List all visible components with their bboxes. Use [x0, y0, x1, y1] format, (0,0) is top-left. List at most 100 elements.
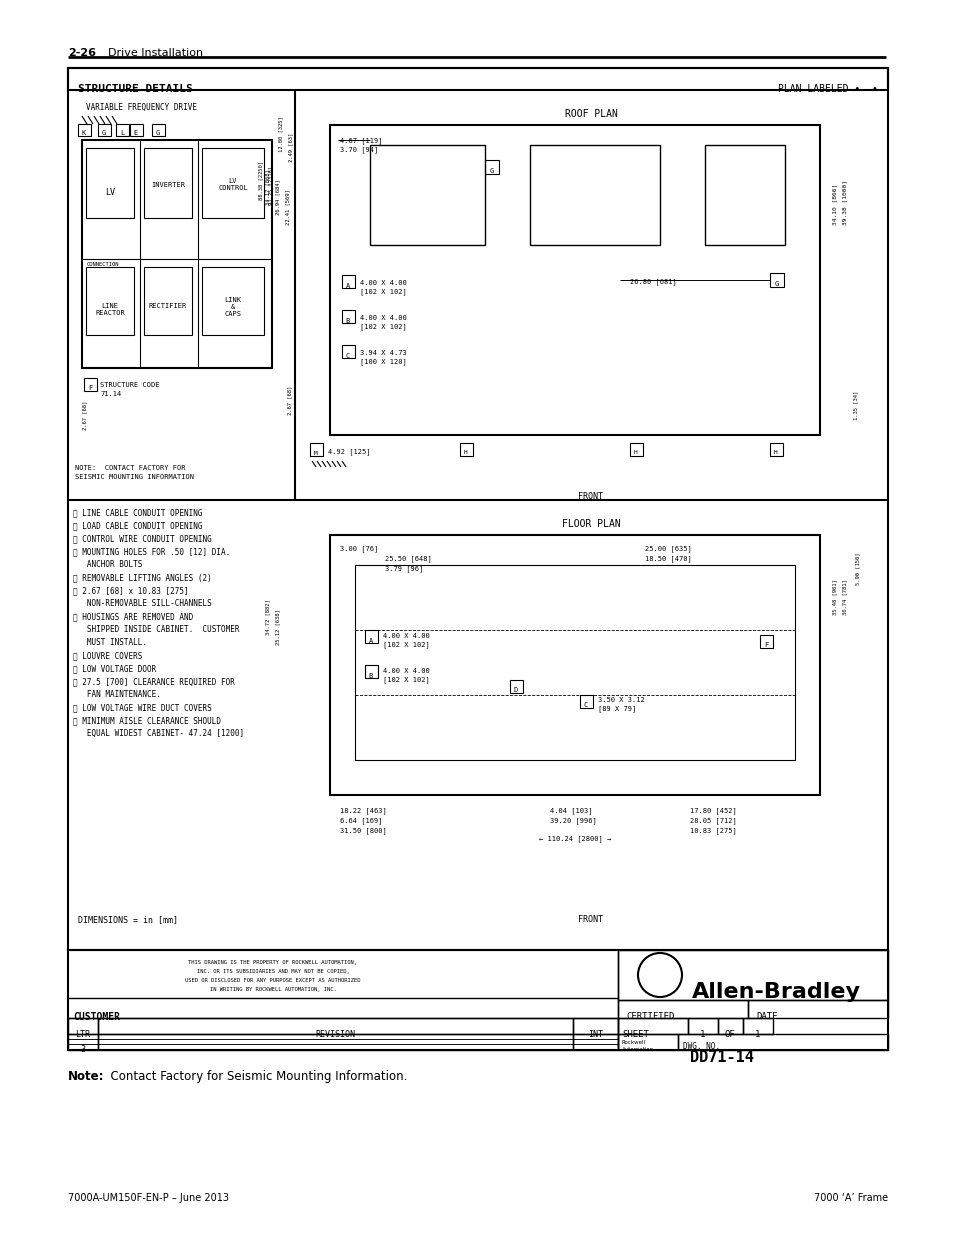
Bar: [742, 1018, 772, 1034]
Text: DD71-14: DD71-14: [689, 1050, 753, 1065]
Text: B: B: [346, 317, 350, 324]
Text: 25.12 [638]: 25.12 [638]: [274, 609, 280, 645]
Bar: [530, 144, 659, 245]
Bar: [98, 1018, 573, 1034]
Text: 88.38 [2250]: 88.38 [2250]: [257, 161, 263, 200]
Text: 3.50 X 3.12: 3.50 X 3.12: [598, 697, 644, 703]
Text: Ⓜ MINIMUM AISLE CLEARANCE SHOULD: Ⓜ MINIMUM AISLE CLEARANCE SHOULD: [73, 716, 221, 725]
Text: 3.79 [96]: 3.79 [96]: [385, 564, 423, 572]
Text: FLOOR PLAN: FLOOR PLAN: [561, 519, 619, 529]
Text: STRUCTURE DETAILS: STRUCTURE DETAILS: [78, 84, 193, 94]
Bar: [510, 680, 522, 693]
Text: L: L: [120, 130, 124, 136]
Text: G: G: [774, 282, 779, 287]
Bar: [341, 310, 355, 324]
Text: 17.80 [452]: 17.80 [452]: [689, 806, 736, 814]
Bar: [365, 664, 377, 678]
Text: FAN MAINTENANCE.: FAN MAINTENANCE.: [73, 690, 161, 699]
Text: 34.72 [882]: 34.72 [882]: [265, 599, 270, 635]
Text: 26.80 [681]: 26.80 [681]: [629, 278, 676, 285]
Text: 2.67 [68]: 2.67 [68]: [287, 385, 292, 415]
Bar: [704, 144, 784, 245]
Text: 3.94 X 4.73: 3.94 X 4.73: [359, 350, 406, 356]
Text: NON-REMOVABLE SILL-CHANNELS: NON-REMOVABLE SILL-CHANNELS: [73, 599, 212, 608]
Text: K: K: [82, 130, 86, 136]
Bar: [330, 125, 820, 435]
Text: 28.05 [712]: 28.05 [712]: [689, 818, 736, 824]
Text: VARIABLE FREQUENCY DRIVE: VARIABLE FREQUENCY DRIVE: [86, 103, 196, 112]
Text: 4.00 X 4.00: 4.00 X 4.00: [382, 668, 429, 674]
Bar: [202, 267, 264, 335]
Text: INVERTER: INVERTER: [151, 182, 185, 188]
Text: FRONT: FRONT: [578, 492, 603, 501]
Bar: [769, 273, 783, 287]
Text: 39.20 [996]: 39.20 [996]: [550, 818, 597, 824]
Bar: [68, 950, 887, 1050]
Text: G: G: [102, 130, 106, 136]
Text: [102 X 102]: [102 X 102]: [382, 676, 429, 683]
Text: 4.00 X 4.00: 4.00 X 4.00: [382, 634, 429, 638]
Bar: [365, 630, 377, 643]
Text: SHIPPED INSIDE CABINET.  CUSTOMER: SHIPPED INSIDE CABINET. CUSTOMER: [73, 625, 239, 634]
Text: CERTIFIED: CERTIFIED: [625, 1011, 674, 1021]
Bar: [68, 1034, 98, 1039]
Text: LINK
&
CAPS: LINK & CAPS: [224, 296, 241, 317]
Text: 4.04 [103]: 4.04 [103]: [550, 806, 592, 814]
Text: INT: INT: [588, 1030, 603, 1039]
Text: [102 X 102]: [102 X 102]: [359, 324, 406, 330]
Text: A: A: [346, 283, 350, 289]
Text: E: E: [133, 130, 138, 136]
Text: MUST INSTALL.: MUST INSTALL.: [73, 638, 147, 647]
Text: Drive Installation: Drive Installation: [108, 48, 203, 58]
Text: SHEET: SHEET: [621, 1030, 648, 1039]
Text: STRUCTURE CODE: STRUCTURE CODE: [100, 382, 159, 388]
Bar: [330, 535, 820, 795]
Text: [102 X 102]: [102 X 102]: [382, 641, 429, 647]
Bar: [68, 1034, 98, 1050]
Text: [100 X 120]: [100 X 120]: [359, 358, 406, 364]
Text: ← 110.24 [2800] →: ← 110.24 [2800] →: [538, 835, 611, 842]
Text: 1: 1: [700, 1030, 705, 1039]
Text: Rockwell: Rockwell: [621, 1040, 645, 1045]
Text: FRONT: FRONT: [578, 915, 603, 924]
Text: CUSTOMER: CUSTOMER: [73, 1011, 120, 1023]
Text: G: G: [489, 168, 494, 174]
Text: LV: LV: [105, 188, 115, 198]
Text: OF: OF: [724, 1030, 735, 1039]
Text: 39.38 [1000]: 39.38 [1000]: [841, 180, 846, 225]
Bar: [68, 1044, 98, 1049]
Text: [102 X 102]: [102 X 102]: [359, 288, 406, 295]
Bar: [86, 267, 133, 335]
Text: LTR: LTR: [75, 1030, 91, 1039]
Text: 18.22 [463]: 18.22 [463]: [339, 806, 386, 814]
Text: LV
CONTROL: LV CONTROL: [218, 178, 248, 191]
Bar: [718, 1018, 742, 1034]
Bar: [68, 1039, 98, 1044]
Text: LINE
REACTOR: LINE REACTOR: [95, 303, 125, 316]
Bar: [629, 443, 642, 456]
Text: Ⓗ LOUVRE COVERS: Ⓗ LOUVRE COVERS: [73, 651, 142, 659]
Text: 3.70 [94]: 3.70 [94]: [339, 146, 377, 153]
Text: 25.00 [635]: 25.00 [635]: [644, 545, 691, 552]
Text: DATE: DATE: [755, 1011, 777, 1021]
Bar: [687, 1018, 718, 1034]
Bar: [68, 1018, 98, 1034]
Bar: [573, 1044, 618, 1049]
Text: 7000 ‘A’ Frame: 7000 ‘A’ Frame: [813, 1193, 887, 1203]
Text: 35.48 [901]: 35.48 [901]: [831, 579, 836, 615]
Text: 71.14: 71.14: [100, 391, 121, 396]
Bar: [355, 564, 794, 760]
Bar: [618, 1018, 687, 1034]
Text: Ⓙ 27.5 [700] CLEARANCE REQUIRED FOR: Ⓙ 27.5 [700] CLEARANCE REQUIRED FOR: [73, 677, 234, 685]
Text: DWG. NO.: DWG. NO.: [682, 1042, 720, 1051]
Text: 2-26: 2-26: [68, 48, 96, 58]
Text: CONNECTION: CONNECTION: [87, 262, 119, 267]
Text: 4.00 X 4.00: 4.00 X 4.00: [359, 280, 406, 287]
Bar: [68, 68, 887, 950]
Bar: [98, 1044, 573, 1049]
Text: IN WRITING BY ROCKWELL AUTOMATION, INC.: IN WRITING BY ROCKWELL AUTOMATION, INC.: [210, 987, 336, 992]
Text: D: D: [514, 687, 517, 693]
Text: H: H: [634, 450, 638, 454]
Text: 18.50 [470]: 18.50 [470]: [644, 555, 691, 562]
Text: F: F: [763, 642, 767, 648]
